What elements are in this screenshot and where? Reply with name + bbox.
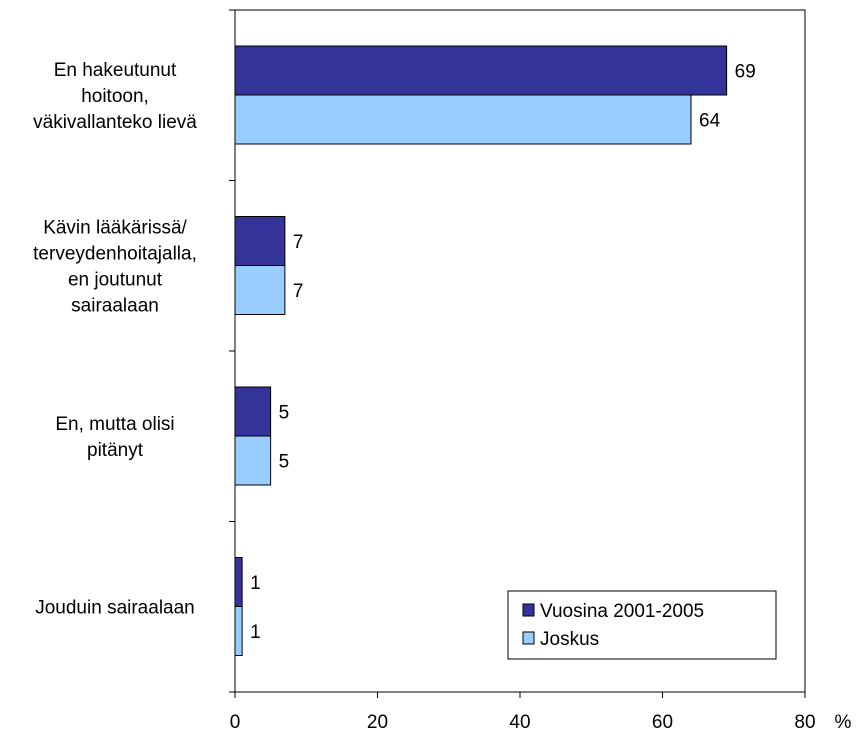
bar-series2-cat3 <box>234 435 272 486</box>
legend-swatch <box>522 631 535 645</box>
bar-series2-cat4 <box>234 606 243 656</box>
legend-label: Vuosina 2001-2005 <box>540 601 704 622</box>
legend: Vuosina 2001-2005 Joskus <box>507 590 777 660</box>
bar-series1-cat1 <box>234 45 728 96</box>
bar-series2-cat1 <box>234 94 692 145</box>
labels-layer: 69 64 En hakeutunut hoitoon, väkivallanteko … <box>33 60 756 643</box>
category-label: Jouduin sairaalaan <box>35 598 195 619</box>
data-label: 1 <box>250 573 261 594</box>
data-label: 7 <box>293 232 304 253</box>
data-label: 5 <box>279 403 290 424</box>
x-tick-label: 40 <box>509 712 530 733</box>
bar-series1-cat3 <box>234 386 272 437</box>
data-label: 64 <box>699 111 721 132</box>
data-label: 69 <box>735 62 756 83</box>
legend-label: Joskus <box>540 629 599 650</box>
bar-series1-cat4 <box>234 557 243 607</box>
data-label: 5 <box>279 452 290 473</box>
category-label: En hakeutunut hoitoon, väkivallanteko liev… <box>33 60 197 133</box>
legend-box <box>507 590 777 660</box>
data-label: 7 <box>293 281 304 302</box>
x-tick-label: 20 <box>367 712 388 733</box>
data-label: 1 <box>250 622 261 643</box>
x-axis: 0 20 40 60 80% <box>229 9 852 733</box>
bar-series2-cat2 <box>234 265 286 315</box>
bars-layer <box>234 45 728 656</box>
bar-series1-cat2 <box>234 216 286 266</box>
x-tick-label: 80 <box>794 712 815 733</box>
x-tick-label: 60 <box>652 712 673 733</box>
category-label: Kävin lääkärissä/terveydenhoitajalla, en … <box>33 218 197 317</box>
x-tick-label: 0 <box>230 712 241 733</box>
category-label: En, mutta olisi pitänyt <box>55 414 174 461</box>
x-unit-label: % <box>835 712 852 733</box>
legend-swatch <box>522 603 535 617</box>
